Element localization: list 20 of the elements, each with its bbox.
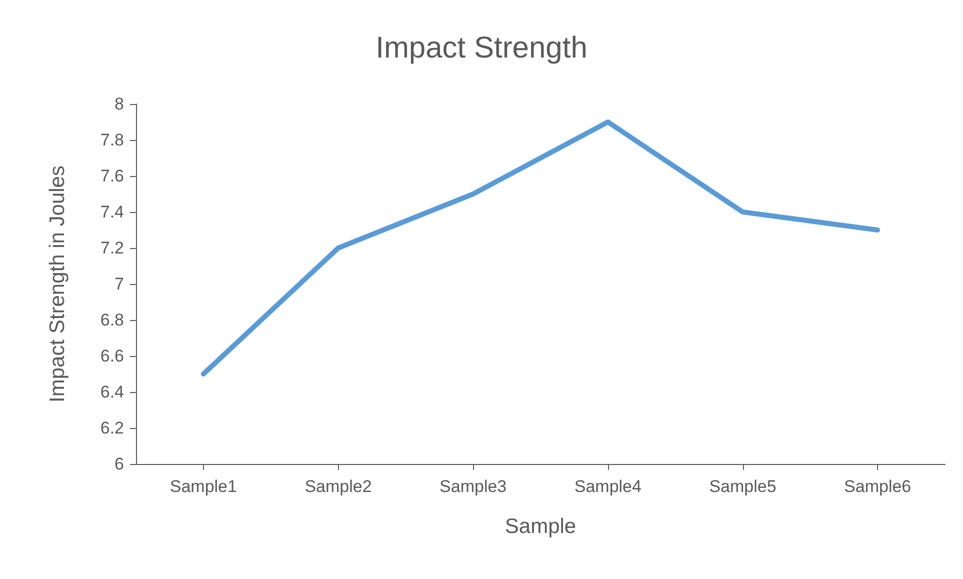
y-tick-label: 7.4 (100, 202, 124, 222)
y-tick-label: 6.2 (100, 418, 124, 438)
chart-title: Impact Strength (376, 32, 588, 64)
x-axis-title: Sample (504, 515, 576, 538)
y-tick-label: 7 (114, 274, 124, 294)
x-tick-label: Sample4 (574, 477, 642, 496)
y-tick-label: 6.8 (100, 310, 124, 330)
x-tick-label: Sample3 (440, 477, 507, 496)
y-tick-label: 8 (114, 94, 124, 114)
x-tick-label: Sample1 (170, 477, 237, 496)
y-axis-title: Impact Strength in Joules (46, 166, 69, 402)
x-tick-label: Sample5 (709, 477, 776, 496)
x-tick-label: Sample6 (844, 477, 912, 496)
y-tick-label: 6.6 (100, 346, 124, 366)
x-tick-label: Sample2 (304, 477, 372, 496)
y-tick-label: 7.2 (100, 238, 124, 258)
y-tick-label: 6.4 (100, 382, 124, 402)
y-tick-label: 7.6 (100, 166, 124, 186)
y-tick-label: 7.8 (100, 130, 124, 150)
y-tick-label: 6 (114, 454, 124, 474)
